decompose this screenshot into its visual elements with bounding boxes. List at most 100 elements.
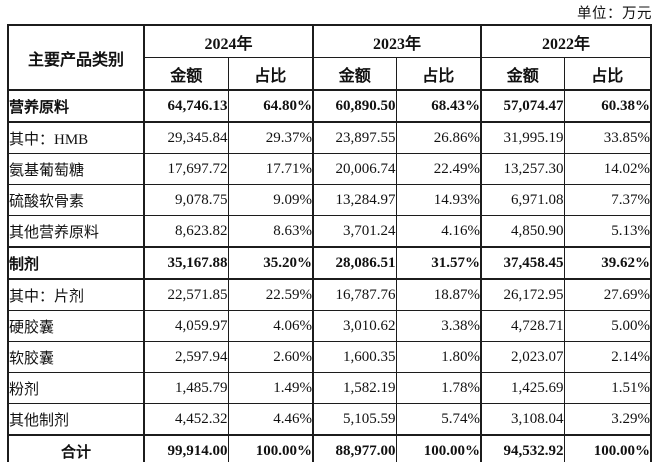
ratio-column-header: 占比 — [227, 57, 314, 91]
ratio-cell: 31.57% — [395, 246, 482, 280]
table-row: 其他制剂 4,452.32 4.46% 5,105.59 5.74% 3,108.04 3.… — [7, 403, 652, 436]
table-row: 制剂 35,167.88 35.20% 28,086.51 31.57% 37,458.4… — [7, 246, 652, 280]
amount-cell: 37,458.45 — [480, 246, 565, 280]
row-label: 其中：HMB — [7, 121, 145, 154]
table-row: 氨基葡萄糖 17,697.72 17.71% 20,006.74 22.49% 13,25… — [7, 153, 652, 185]
row-label: 软胶囊 — [7, 341, 145, 373]
ratio-cell: 100.00% — [395, 434, 482, 462]
ratio-cell: 1.49% — [227, 372, 314, 404]
amount-cell: 57,074.47 — [480, 89, 565, 123]
amount-cell: 88,977.00 — [312, 434, 397, 462]
amount-cell: 4,728.71 — [480, 310, 565, 342]
row-label: 其中：片剂 — [7, 278, 145, 311]
product-revenue-table: 主要产品类别 2024年 2023年 2022年 金额 占比 金额 占比 金额 占比 营养原料… — [7, 24, 653, 462]
amount-cell: 16,787.76 — [312, 278, 397, 311]
row-label: 硬胶囊 — [7, 310, 145, 342]
amount-cell: 1,425.69 — [480, 372, 565, 404]
ratio-cell: 2.60% — [227, 341, 314, 373]
amount-cell: 64,746.13 — [143, 89, 229, 123]
row-label: 其他制剂 — [7, 403, 145, 436]
year-header: 2023年 — [312, 24, 482, 58]
amount-cell: 1,485.79 — [143, 372, 229, 404]
ratio-cell: 5.74% — [395, 403, 482, 436]
ratio-cell: 1.51% — [563, 372, 652, 404]
amount-cell: 35,167.88 — [143, 246, 229, 280]
ratio-cell: 35.20% — [227, 246, 314, 280]
ratio-cell: 26.86% — [395, 121, 482, 154]
amount-cell: 3,701.24 — [312, 215, 397, 248]
ratio-cell: 3.29% — [563, 403, 652, 436]
amount-cell: 8,623.82 — [143, 215, 229, 248]
amount-cell: 4,452.32 — [143, 403, 229, 436]
amount-cell: 20,006.74 — [312, 153, 397, 185]
header-year-row: 主要产品类别 2024年 2023年 2022年 — [7, 24, 652, 91]
amount-cell: 3,010.62 — [312, 310, 397, 342]
ratio-column-header: 占比 — [395, 57, 482, 91]
table-row: 硫酸软骨素 9,078.75 9.09% 13,284.97 14.93% 6,971.0… — [7, 184, 652, 216]
ratio-cell: 4.06% — [227, 310, 314, 342]
year-header: 2022年 — [480, 24, 652, 58]
table-header: 主要产品类别 2024年 2023年 2022年 金额 占比 金额 占比 金额 占比 — [7, 24, 652, 91]
ratio-cell: 18.87% — [395, 278, 482, 311]
table-row: 软胶囊 2,597.94 2.60% 1,600.35 1.80% 2,023.07 2.1… — [7, 341, 652, 373]
amount-cell: 22,571.85 — [143, 278, 229, 311]
ratio-cell: 100.00% — [563, 434, 652, 462]
ratio-cell: 100.00% — [227, 434, 314, 462]
ratio-cell: 7.37% — [563, 184, 652, 216]
header-sub-row: 金额 占比 金额 占比 金额 占比 — [8, 57, 652, 91]
amount-cell: 23,897.55 — [312, 121, 397, 154]
amount-cell: 2,023.07 — [480, 341, 565, 373]
ratio-cell: 9.09% — [227, 184, 314, 216]
row-label: 制剂 — [7, 246, 145, 280]
amount-cell: 26,172.95 — [480, 278, 565, 311]
ratio-cell: 68.43% — [395, 89, 482, 123]
ratio-column-header: 占比 — [563, 57, 652, 91]
ratio-cell: 14.02% — [563, 153, 652, 185]
ratio-cell: 1.80% — [395, 341, 482, 373]
ratio-cell: 5.00% — [563, 310, 652, 342]
category-column-header: 主要产品类别 — [7, 24, 145, 91]
ratio-cell: 3.38% — [395, 310, 482, 342]
ratio-cell: 29.37% — [227, 121, 314, 154]
row-label: 粉剂 — [7, 372, 145, 404]
table-row: 其中：片剂 22,571.85 22.59% 16,787.76 18.87% 26,17… — [7, 278, 652, 311]
amount-cell: 9,078.75 — [143, 184, 229, 216]
row-label: 其他营养原料 — [7, 215, 145, 248]
ratio-cell: 33.85% — [563, 121, 652, 154]
amount-cell: 13,257.30 — [480, 153, 565, 185]
table-row: 硬胶囊 4,059.97 4.06% 3,010.62 3.38% 4,728.71 5.0… — [7, 310, 652, 342]
table-row: 营养原料 64,746.13 64.80% 60,890.50 68.43% 57,074… — [7, 89, 652, 123]
amount-cell: 17,697.72 — [143, 153, 229, 185]
ratio-cell: 27.69% — [563, 278, 652, 311]
total-row: 合计 99,914.00 100.00% 88,977.00 100.00% 94,532… — [7, 434, 652, 462]
amount-cell: 28,086.51 — [312, 246, 397, 280]
amount-cell: 13,284.97 — [312, 184, 397, 216]
amount-cell: 1,582.19 — [312, 372, 397, 404]
ratio-cell: 5.13% — [563, 215, 652, 248]
year-header: 2024年 — [142, 24, 314, 58]
ratio-cell: 22.49% — [395, 153, 482, 185]
table-row: 其他营养原料 8,623.82 8.63% 3,701.24 4.16% 4,850.90… — [7, 215, 652, 248]
amount-cell: 29,345.84 — [143, 121, 229, 154]
ratio-cell: 4.46% — [227, 403, 314, 436]
amount-cell: 99,914.00 — [143, 434, 229, 462]
row-label: 氨基葡萄糖 — [7, 153, 145, 185]
table-body: 营养原料 64,746.13 64.80% 60,890.50 68.43% 57,074… — [7, 89, 652, 462]
ratio-cell: 17.71% — [227, 153, 314, 185]
ratio-cell: 64.80% — [227, 89, 314, 123]
amount-cell: 1,600.35 — [312, 341, 397, 373]
ratio-cell: 8.63% — [227, 215, 314, 248]
amount-cell: 3,108.04 — [480, 403, 565, 436]
amount-column-header: 金额 — [480, 57, 565, 91]
amount-cell: 5,105.59 — [312, 403, 397, 436]
amount-cell: 4,850.90 — [480, 215, 565, 248]
row-label: 硫酸软骨素 — [7, 184, 145, 216]
amount-cell: 6,971.08 — [480, 184, 565, 216]
amount-cell: 2,597.94 — [143, 341, 229, 373]
unit-label: 单位：万元 — [577, 6, 652, 22]
ratio-cell: 1.78% — [395, 372, 482, 404]
row-label: 合计 — [7, 434, 145, 462]
ratio-cell: 4.16% — [395, 215, 482, 248]
table-row: 粉剂 1,485.79 1.49% 1,582.19 1.78% 1,425.69 1.51… — [7, 372, 652, 404]
